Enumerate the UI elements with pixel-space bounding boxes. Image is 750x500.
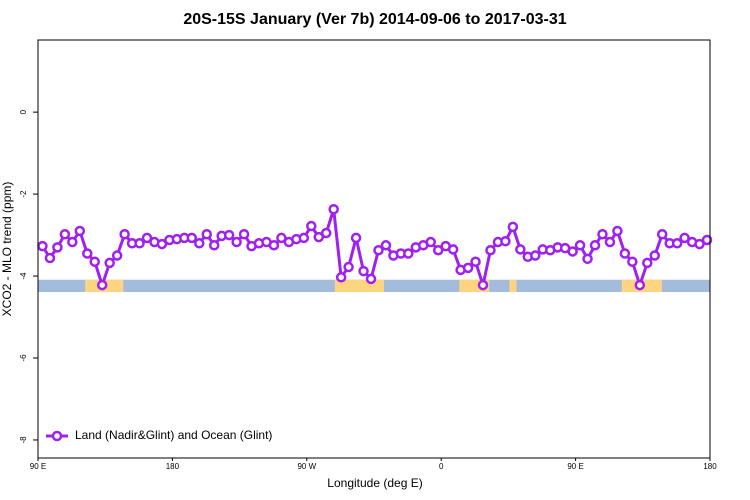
y-axis-label: XCO2 - MLO trend (ppm): [0, 182, 14, 317]
chart-title: 20S-15S January (Ver 7b) 2014-09-06 to 2…: [183, 11, 566, 28]
series-point: [470, 256, 481, 267]
series-point: [612, 225, 623, 237]
series-point: [380, 240, 392, 251]
series-point: [679, 232, 690, 244]
plot-area: [37, 203, 713, 293]
series-point: [37, 240, 48, 252]
legend-label: Land (Nadir&Glint) and Ocean (Glint): [75, 428, 272, 442]
series-point: [335, 272, 347, 283]
series-point: [44, 252, 56, 264]
series-point: [313, 231, 324, 243]
series-point: [649, 250, 660, 261]
series-point: [96, 279, 108, 291]
legend-marker: [51, 430, 63, 442]
x-tick-label: 180: [166, 462, 180, 471]
series-point: [343, 261, 354, 273]
series-point: [701, 234, 713, 246]
series-point: [156, 238, 168, 250]
series-point: [298, 232, 310, 244]
series-point: [671, 238, 683, 249]
series-point: [567, 246, 578, 257]
series-point: [119, 228, 130, 240]
land-segment: [509, 279, 517, 293]
series-point: [485, 244, 496, 256]
series-point: [500, 235, 511, 247]
y-tick-label: -6: [19, 354, 28, 362]
series-point: [507, 221, 519, 233]
series-point: [276, 232, 287, 244]
series-point: [320, 227, 332, 239]
series-point: [589, 240, 601, 251]
series-point: [134, 238, 145, 249]
series-point: [477, 279, 489, 291]
x-tick-label: 90 W: [297, 462, 316, 471]
series-point: [373, 244, 384, 256]
y-tick-label: 0: [19, 109, 28, 114]
series-point: [597, 228, 608, 240]
series-point: [82, 248, 93, 259]
series-point: [201, 228, 212, 240]
y-tick-label: -2: [19, 190, 28, 198]
series-point: [268, 240, 280, 251]
series-point: [238, 228, 250, 240]
series-point: [694, 238, 705, 250]
series-point: [403, 248, 414, 259]
series-point: [306, 220, 317, 232]
series-point: [231, 236, 242, 248]
series-point: [223, 229, 235, 241]
series-point: [604, 236, 616, 248]
series-point: [582, 253, 593, 265]
x-tick-label: 90 E: [567, 462, 583, 471]
series-point: [642, 257, 653, 269]
series-point: [104, 257, 115, 269]
series-point: [59, 228, 71, 240]
series-point: [365, 273, 377, 285]
series-point: [619, 248, 631, 259]
series-point: [186, 232, 198, 244]
series-point: [358, 265, 369, 277]
series-point: [425, 236, 436, 248]
series-point: [447, 244, 459, 255]
series-point: [656, 228, 668, 240]
series-point: [208, 240, 220, 251]
series-point: [67, 236, 78, 248]
series-point: [350, 232, 362, 244]
series-point: [515, 244, 526, 255]
series-point: [74, 225, 86, 237]
series-point: [432, 244, 444, 256]
series-point: [627, 256, 638, 267]
x-tick-label: 90 E: [30, 462, 46, 471]
y-tick-label: -4: [19, 272, 28, 280]
y-tick-label: -8: [19, 436, 28, 444]
series-point: [462, 262, 474, 274]
x-tick-label: 180: [703, 462, 717, 471]
series-point: [194, 238, 205, 249]
series-point: [141, 232, 153, 244]
series-point: [530, 250, 541, 261]
x-axis-label: Longitude (deg E): [327, 476, 422, 490]
series-point: [52, 242, 63, 253]
series-point: [111, 250, 123, 261]
series-point: [89, 256, 100, 267]
series-point: [634, 279, 646, 291]
plot-frame: [37, 39, 711, 459]
x-tick-label: 0: [439, 462, 444, 471]
series-point: [574, 240, 586, 251]
series-point: [328, 203, 339, 215]
